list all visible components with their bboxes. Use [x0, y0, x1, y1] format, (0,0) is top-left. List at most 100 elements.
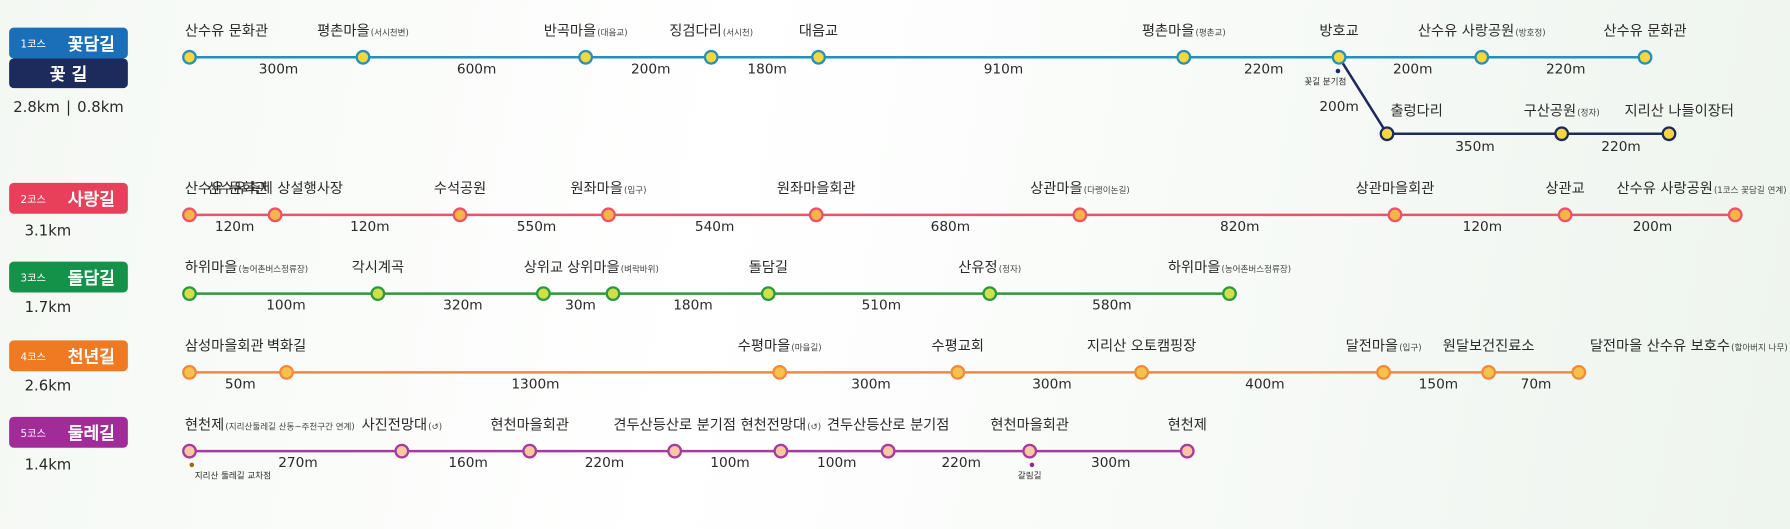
branch-length: 0.8km [77, 99, 124, 116]
segment-distance: 200m [1319, 99, 1358, 115]
segment-distance: 100m [710, 455, 749, 471]
segment-distance: 400m [1245, 376, 1284, 392]
stop-label: 수평마을(마을길) [738, 338, 822, 355]
stop [811, 49, 826, 65]
stop-name: 산수유 사랑공원 [1617, 180, 1713, 197]
segment-distance: 300m [851, 376, 890, 392]
stop-name: 현천전망대 [741, 416, 807, 433]
stop-name: 돌담길 [749, 259, 788, 276]
course-badge [9, 182, 128, 214]
stop-name: 상위교 [524, 259, 563, 276]
stop-name: 현천마을회관 [990, 416, 1069, 433]
note-dot [189, 462, 195, 468]
stop-label: 산수유 사랑공원(1코스 꽃담길 연계) [1617, 180, 1787, 197]
stop-label: 원달보건진료소 [1443, 338, 1535, 355]
stop-label: 구산공원(정자) [1524, 103, 1600, 120]
stop-name: 현천마을회관 [490, 416, 569, 433]
segment-distance: 220m [1546, 61, 1585, 77]
stop-sub-label: (↺) [428, 422, 442, 432]
course-length: 2.8km [13, 99, 60, 116]
segment-distance: 220m [585, 455, 624, 471]
stop [982, 286, 998, 302]
stop-label: 현천마을회관 [990, 416, 1069, 433]
stop-sub-label: (농어촌버스정류장) [239, 264, 309, 275]
course-name: 천년길 [68, 347, 115, 368]
stop [182, 49, 197, 65]
stop-name: 달전마을 [1346, 338, 1398, 355]
stop-label: 평촌마을(서시천변) [317, 23, 409, 40]
branch-line [1338, 56, 1669, 136]
stop [772, 364, 788, 380]
course-length: 2.6km [25, 378, 72, 395]
stop-sub-label: (정자) [999, 264, 1021, 275]
stop-sub-label: (할아버지 나무) [1731, 343, 1788, 354]
stop-name: 구산공원 [1524, 103, 1576, 120]
stop-name: 수석공원 [434, 180, 486, 197]
segment-distance: 220m [1244, 61, 1283, 77]
stop-label: 상관마을회관 [1356, 180, 1435, 197]
stop-name: 산수유 문화관 [1603, 23, 1686, 40]
stop [808, 207, 824, 223]
segment-distance: 320m [443, 298, 482, 314]
stop-label: 현천마을회관 [490, 416, 569, 433]
stop-name: 수평마을 [738, 338, 790, 355]
stop [1474, 49, 1490, 65]
stop-sub-label: (농어촌버스정류장) [1221, 264, 1291, 275]
stop-sub-label: (입구) [1399, 343, 1421, 354]
stop [1554, 126, 1570, 142]
stop-name: 평촌마을 [1142, 23, 1194, 40]
stop-sub-label: (마을길) [791, 343, 821, 354]
stop-name: 지리산 나들이장터 [1625, 103, 1734, 120]
stop-name: 원달보건진료소 [1443, 338, 1535, 355]
stop-label: 방호교 [1319, 23, 1358, 40]
stop-sub-label: (서시천변) [371, 28, 409, 39]
segment-distance: 270m [278, 455, 317, 471]
stop-sub-label: (입구) [624, 185, 646, 196]
stop [1022, 443, 1038, 459]
stop [279, 364, 294, 380]
stop-label: 원좌마을(입구) [570, 180, 646, 197]
segment-distance: 200m [1633, 219, 1672, 235]
stop-label: 현천제(지리산둘레길 산동~주천구간 연계) [185, 416, 355, 433]
stop-name: 벽화길 [267, 338, 306, 355]
stop-label: 산유정(정자) [958, 259, 1021, 276]
segment-distance: 30m [565, 298, 596, 314]
stop-sub-label: (1코스 꽃담길 연계) [1714, 184, 1787, 196]
stop [535, 286, 551, 302]
stop [452, 207, 468, 223]
segment-distance: 200m [1393, 61, 1432, 77]
stop-name: 현천제 [185, 416, 224, 433]
stop-sub-label: (정자) [1577, 108, 1599, 119]
stop-name: 수평교회 [932, 338, 984, 355]
stop-name: 원좌마을 [570, 180, 622, 197]
stop-label: 수석공원 [434, 180, 486, 197]
segment-distance: 70m [1521, 376, 1552, 392]
stop [667, 443, 683, 459]
stop [1387, 207, 1403, 223]
stop-label: 하위마을(농어촌버스정류장) [1168, 259, 1291, 276]
stop-name: 원좌마을회관 [777, 180, 856, 197]
segment-distance: 120m [1463, 219, 1502, 235]
course-name: 꽃 길 [50, 64, 87, 85]
stop-name: 하위마을 [185, 259, 237, 276]
stop [370, 286, 386, 302]
stop [1176, 49, 1192, 65]
stop-label: 수평교회 [932, 338, 984, 355]
stop-label: 산수유 문화관 [185, 23, 268, 40]
note-dot [1335, 68, 1341, 74]
segment-distance: 300m [259, 61, 298, 77]
stop-label: 상관마을(다랭이논길) [1030, 180, 1130, 197]
stop-name: 산수유 사랑공원 [1418, 23, 1514, 40]
stop-name: 산수유 문화관 [185, 180, 268, 197]
stop-name: 하위마을 [1168, 259, 1220, 276]
length-separator: | [66, 99, 71, 116]
stop [1134, 364, 1150, 380]
segment-distance: 180m [673, 298, 712, 314]
course-code: 3코스 [21, 273, 46, 285]
segment-distance: 550m [517, 219, 556, 235]
stop-label: 현천전망대(↺) [741, 416, 822, 433]
course-name: 둘레길 [68, 423, 115, 444]
course-code: 4코스 [21, 351, 46, 363]
